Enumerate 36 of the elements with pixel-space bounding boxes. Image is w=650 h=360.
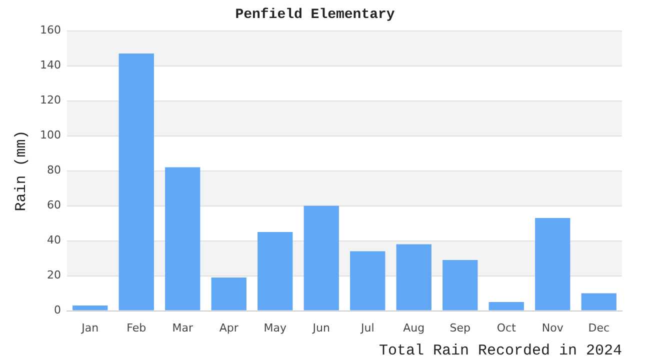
bar [396,244,432,310]
bar [442,260,478,310]
x-tick-label: Jun [312,321,330,334]
x-tick-label: Mar [172,321,194,334]
bar [535,218,570,310]
y-axis-title: Rain (mm) [12,130,30,212]
y-tick-label: 120 [40,94,61,107]
bar [211,278,246,310]
y-tick-label: 40 [46,234,61,247]
chart-title: Penfield Elementary [235,6,396,23]
text: Total Rain Recorded in 2024 [378,342,622,360]
x-tick-label: Aug [403,321,425,334]
y-tick-label: 100 [40,128,61,142]
y-tick-label: 160 [40,24,61,37]
x-tick-label: Sep [450,321,471,334]
bar [165,167,200,310]
bar [488,302,524,310]
bar [118,54,154,310]
x-tick-label: Feb [126,321,146,334]
x-tick-label: Jan [80,321,99,334]
y-tick-label: 60 [46,198,61,212]
y-tick-label: 140 [40,58,61,72]
bar [350,251,386,310]
x-tick-label: Nov [542,321,564,334]
x-tick-label: Apr [219,321,239,334]
y-tick-label: 20 [46,268,61,282]
x-tick-label: Dec [588,321,610,334]
x-tick-label: May [264,321,287,334]
y-tick-label: 0 [54,304,61,317]
bar [304,206,339,310]
bar [258,232,293,310]
x-tick-label: Jul [360,321,374,334]
bar [581,293,616,310]
bar [72,306,108,310]
y-tick-label: 80 [46,164,61,177]
x-tick-label: Oct [496,321,517,334]
